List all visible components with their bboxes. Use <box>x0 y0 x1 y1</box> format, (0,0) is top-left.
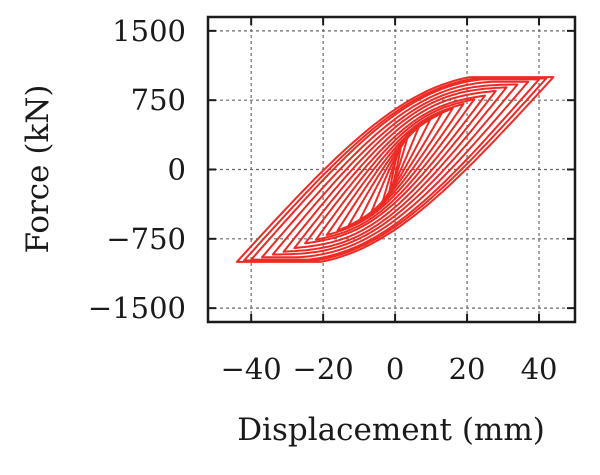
hysteresis-loop <box>261 80 530 259</box>
y-tick-label: −750 <box>106 222 186 256</box>
hysteresis-loop <box>336 107 454 232</box>
hysteresis-loop <box>304 94 486 245</box>
hysteresis-loop <box>235 76 555 263</box>
hysteresis-loop <box>325 102 465 237</box>
hysteresis-loop <box>314 98 476 241</box>
x-axis-title: Displacement (mm) <box>237 412 545 448</box>
hysteresis-loop <box>293 89 497 250</box>
y-axis-title: Force (kN) <box>20 85 56 254</box>
x-tick-label: −40 <box>221 352 282 386</box>
y-tick-label: 750 <box>131 83 186 117</box>
hysteresis-loops <box>235 76 555 263</box>
hysteresis-loop <box>282 86 508 253</box>
axis-ticks <box>208 17 575 322</box>
y-tick-label: 1500 <box>112 14 186 48</box>
hysteresis-loop <box>271 83 519 256</box>
hysteresis-loop <box>243 77 548 262</box>
x-tick-label: −20 <box>293 352 354 386</box>
x-tick-label: 40 <box>521 352 558 386</box>
tick-labels: −40 −20 0 20 40 1500 750 0 −750 −1500 <box>88 14 558 386</box>
x-tick-label: 20 <box>449 352 486 386</box>
y-tick-label: −1500 <box>88 291 186 325</box>
y-tick-label: 0 <box>168 153 186 187</box>
x-tick-label: 0 <box>386 352 404 386</box>
